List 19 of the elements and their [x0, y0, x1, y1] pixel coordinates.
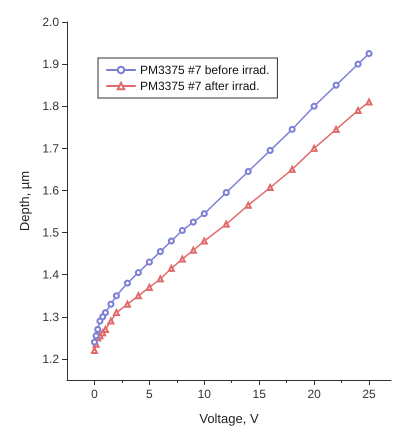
y-tick-label: 1.4 — [42, 268, 60, 282]
y-tick-label: 1.2 — [42, 352, 60, 366]
y-tick-label: 1.5 — [42, 226, 60, 240]
x-tick-label: 15 — [252, 387, 266, 401]
y-tick-label: 1.6 — [42, 183, 60, 198]
y-tick-label: 1.9 — [42, 57, 60, 72]
x-axis-title: Voltage, V — [199, 411, 259, 426]
x-tick-label: 5 — [146, 387, 154, 401]
x-tick-label: 10 — [198, 387, 212, 401]
legend-label: PM3375 #7 after irrad. — [140, 79, 260, 93]
x-tick-label: 25 — [362, 387, 376, 401]
y-axis-title: Depth, µm — [17, 170, 32, 232]
x-tick-label: 0 — [91, 387, 98, 401]
y-tick-label: 1.8 — [42, 99, 60, 114]
legend-label: PM3375 #7 before irrad. — [140, 63, 270, 77]
y-tick-label: 1.3 — [42, 310, 60, 324]
y-tick-label: 2.0 — [42, 15, 60, 29]
x-tick-label: 20 — [307, 387, 322, 401]
y-tick-label: 1.7 — [42, 141, 60, 156]
